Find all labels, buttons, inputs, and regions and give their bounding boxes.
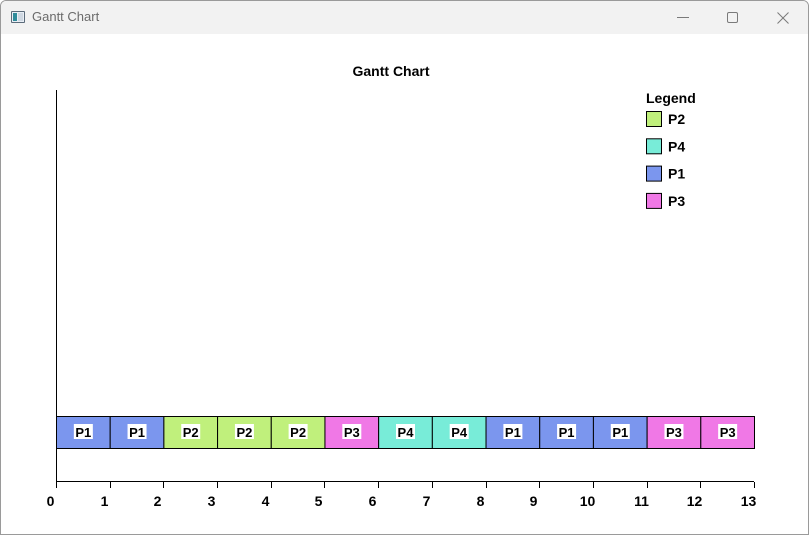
bar-label: P1 — [612, 425, 628, 440]
chart-area: Gantt Chart P1 P1 P2 P2 P2 P3 P4 P4 P1 P1 P1 P3 P3 0… — [1, 34, 808, 534]
bar-label: P1 — [559, 425, 575, 440]
window-title: Gantt Chart — [32, 9, 100, 24]
maximize-icon — [727, 12, 738, 23]
bar-label-background — [449, 424, 469, 439]
chart-title: Gantt Chart — [353, 63, 430, 79]
x-tick-label: 1 — [101, 493, 109, 509]
legend: Legend P2 P4 P1 P3 — [646, 90, 696, 209]
bar-label: P2 — [290, 425, 306, 440]
bar-label: P1 — [75, 425, 91, 440]
x-axis-ticks: 0 1 2 3 4 5 6 7 8 9 10 11 12 13 — [47, 482, 757, 509]
minimize-icon — [677, 17, 689, 18]
bar-label-background — [503, 424, 523, 439]
bar-label-background — [127, 424, 147, 439]
x-tick-label: 2 — [154, 493, 162, 509]
legend-swatch-p2 — [646, 111, 662, 127]
bar-label-background — [342, 424, 362, 439]
bar-label: P3 — [344, 425, 360, 440]
close-button[interactable] — [760, 1, 806, 34]
bar-label: P2 — [236, 425, 252, 440]
close-icon — [777, 12, 789, 24]
bar-label-background — [396, 424, 415, 439]
bar-label: P4 — [451, 425, 468, 440]
bar-label-background — [664, 424, 684, 439]
bar-label: P3 — [720, 425, 736, 440]
x-tick-label: 3 — [208, 493, 216, 509]
x-tick-label: 11 — [634, 493, 649, 509]
bar-label: P2 — [183, 425, 199, 440]
bar-label: P3 — [666, 425, 682, 440]
bar-label-background — [610, 424, 630, 439]
legend-label-p3: P3 — [668, 193, 685, 209]
x-tick-label: 9 — [530, 493, 538, 509]
app-icon — [11, 11, 25, 23]
x-tick-label: 4 — [262, 493, 270, 509]
x-tick-label: 7 — [423, 493, 431, 509]
bar-label-background — [181, 424, 201, 439]
gantt-bar-p4 — [378, 416, 433, 449]
x-tick-label: 6 — [369, 493, 377, 509]
legend-label-p2: P2 — [668, 111, 685, 127]
bar-label: P1 — [505, 425, 521, 440]
x-tick-label: 5 — [315, 493, 323, 509]
x-tick-label: 10 — [580, 493, 596, 509]
bar-label-background — [557, 424, 577, 439]
x-tick-label: 13 — [741, 493, 757, 509]
x-tick-label: 12 — [687, 493, 703, 509]
x-tick-label: 8 — [477, 493, 485, 509]
legend-label-p1: P1 — [668, 166, 685, 182]
title-bar[interactable]: Gantt Chart — [1, 1, 808, 34]
x-tick-label: 0 — [47, 493, 55, 509]
minimize-button[interactable] — [660, 1, 706, 34]
bar-label: P1 — [129, 425, 145, 440]
bar-label-background — [288, 424, 308, 439]
legend-swatch-p3 — [646, 192, 662, 209]
bar-label-background — [234, 424, 254, 439]
legend-title: Legend — [646, 90, 696, 106]
bar-label-background — [73, 424, 93, 439]
gantt-chart: Gantt Chart P1 P1 P2 P2 P2 P3 P4 P4 P1 P1 P1 P3 P3 0… — [47, 63, 757, 509]
legend-label-p4: P4 — [668, 138, 685, 154]
bar-label-background — [718, 424, 738, 439]
gantt-bars: P1 P1 P2 P2 P2 P3 P4 P4 P1 P1 P1 P3 P3 — [56, 416, 755, 449]
maximize-button[interactable] — [710, 1, 756, 34]
legend-swatch-p1 — [646, 165, 662, 182]
bar-label: P4 — [398, 425, 415, 440]
legend-swatch-p4 — [646, 138, 662, 155]
